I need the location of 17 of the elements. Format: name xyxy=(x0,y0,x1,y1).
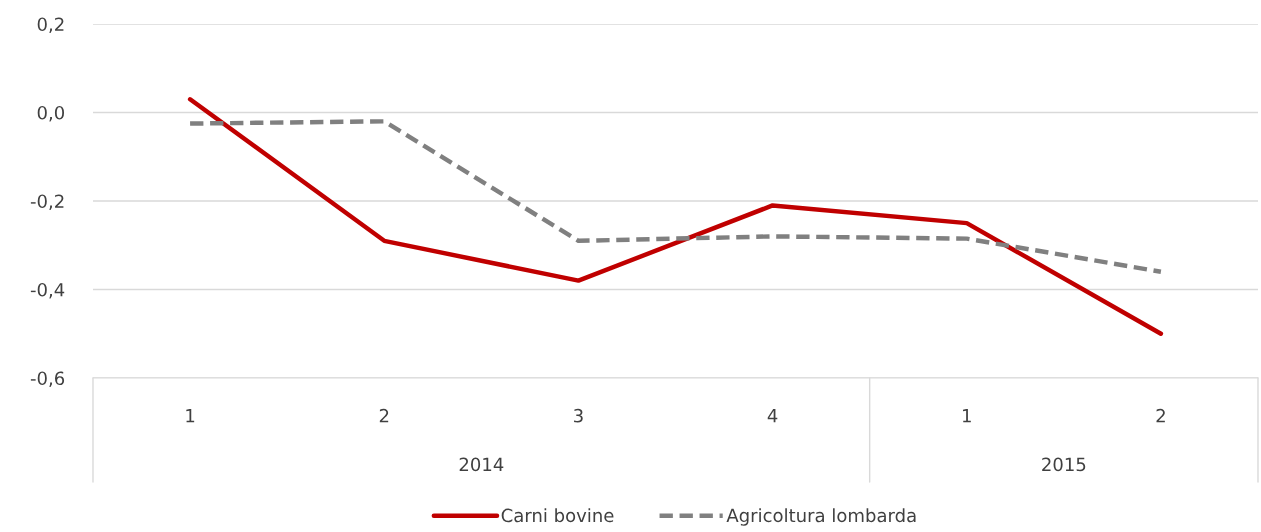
x-tick-label: 1 xyxy=(186,409,195,423)
x-tick-label: 4 xyxy=(767,409,778,423)
text: 2015 xyxy=(1042,457,1086,472)
x-tick-label: 1 xyxy=(962,409,971,423)
line-series xyxy=(187,119,1164,275)
x-tick-label: 3 xyxy=(574,408,583,423)
x-tick-label: 2 xyxy=(1156,408,1165,423)
y-tick-label: -0,4 xyxy=(30,282,65,299)
text: 2014 xyxy=(459,457,504,472)
y-tick-label: 0,0 xyxy=(37,105,65,122)
legend-label: Agricoltura lombarda xyxy=(726,508,916,526)
y-tick-label: -0,2 xyxy=(30,194,64,210)
legend-label: Carni bovine xyxy=(501,508,614,523)
x-tick-label: 2 xyxy=(379,408,389,423)
y-tick-label: 0,2 xyxy=(37,17,64,33)
line-series xyxy=(187,97,1164,336)
y-tick-label: -0,6 xyxy=(30,371,65,387)
